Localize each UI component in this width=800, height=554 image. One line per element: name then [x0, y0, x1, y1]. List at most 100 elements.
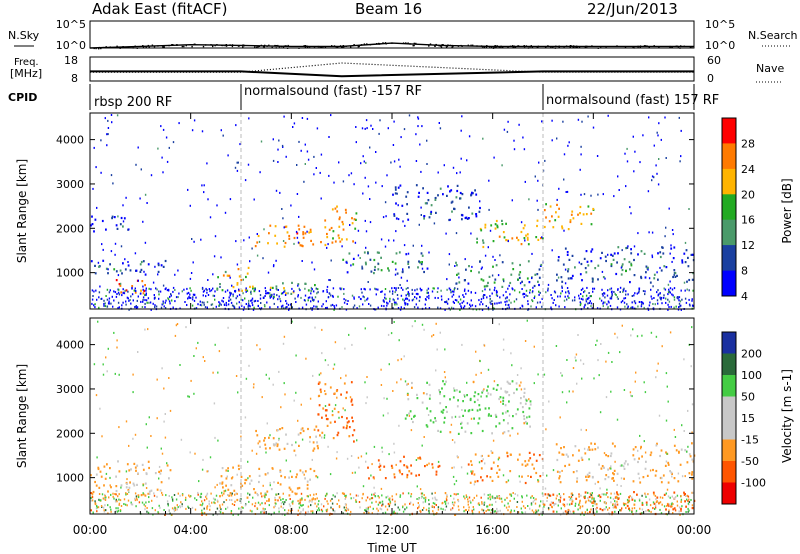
power-cell: [245, 290, 247, 293]
power-cell: [367, 252, 369, 255]
velocity-cell: [240, 475, 243, 478]
velocity-cell: [588, 495, 591, 499]
power-cell: [509, 293, 511, 296]
power-cell: [516, 236, 518, 239]
velocity-cell: [407, 398, 410, 401]
power-cell: [602, 302, 604, 305]
power-cell: [308, 231, 311, 234]
nsky-point: [361, 44, 363, 46]
velocity-cell: [537, 480, 540, 483]
power-cell: [677, 296, 679, 298]
power-cell: [100, 171, 102, 174]
velocity-cell: [673, 491, 676, 494]
power-cell: [341, 238, 343, 241]
velocity-cell: [506, 496, 508, 499]
power-cell: [405, 294, 407, 297]
power-cell: [511, 237, 514, 240]
velocity-cell: [610, 390, 612, 393]
power-cell: [626, 307, 629, 310]
velocity-cell: [384, 511, 387, 514]
velocity-cell: [416, 393, 418, 396]
power-cell: [494, 227, 497, 230]
power-cell: [627, 305, 629, 308]
power-cell: [134, 306, 136, 308]
power-cell: [353, 218, 356, 221]
power-cell: [599, 257, 602, 260]
power-cell: [273, 295, 275, 299]
power-cell: [680, 308, 682, 311]
velocity-cell: [97, 506, 100, 509]
nsky-point: [229, 44, 231, 46]
velocity-cell: [607, 476, 610, 479]
power-cell: [451, 210, 453, 213]
velocity-cell: [391, 498, 394, 501]
velocity-cell: [384, 505, 387, 508]
velocity-cell: [156, 495, 158, 498]
power-cell: [590, 223, 593, 226]
nsky-tick-bottom: 10^0: [56, 39, 86, 52]
nsky-point: [605, 46, 607, 48]
nsky-point: [569, 45, 572, 47]
power-cell: [414, 289, 416, 292]
power-cell: [387, 267, 389, 270]
power-cell: [597, 193, 599, 196]
velocity-cell: [274, 496, 276, 499]
velocity-cell: [502, 348, 505, 351]
velocity-cell: [236, 498, 239, 502]
velocity-cell: [691, 471, 694, 474]
velocity-cell: [304, 514, 306, 516]
power-cell: [296, 193, 299, 195]
power-cell: [92, 295, 94, 297]
power-cell: [488, 208, 490, 211]
velocity-cell: [496, 507, 498, 510]
velocity-cell: [219, 504, 221, 507]
power-cell: [248, 304, 250, 307]
velocity-cell: [224, 489, 227, 492]
power-cell: [506, 130, 509, 133]
velocity-cell: [460, 426, 463, 429]
velocity-cell: [406, 383, 408, 386]
velocity-cell: [454, 501, 456, 504]
velocity-cell: [343, 506, 345, 509]
velocity-cell: [521, 500, 523, 503]
velocity-cell: [298, 486, 301, 490]
power-cell: [451, 295, 453, 298]
velocity-cell: [177, 492, 179, 495]
velocity-cell: [420, 492, 423, 495]
power-cell: [554, 291, 557, 294]
velocity-cell: [225, 499, 228, 501]
power-colorbar-swatch: [722, 245, 736, 271]
velocity-cell: [227, 488, 230, 491]
velocity-cell: [408, 470, 411, 473]
velocity-cell: [134, 433, 137, 436]
velocity-cell: [476, 398, 479, 401]
velocity-cell: [231, 476, 234, 479]
nsky-frame: [89, 20, 695, 49]
velocity-cell: [368, 477, 370, 480]
power-cell: [461, 218, 463, 221]
velocity-cell: [423, 497, 425, 500]
power-cell: [206, 291, 208, 294]
velocity-cell: [278, 370, 280, 373]
velocity-cell: [637, 472, 640, 475]
velocity-cell: [687, 499, 689, 502]
power-cell: [144, 299, 146, 301]
velocity-cell: [494, 497, 496, 500]
power-cell: [470, 194, 472, 197]
velocity-cell: [172, 499, 174, 502]
nsky-point: [109, 46, 111, 48]
power-cell: [319, 171, 321, 174]
velocity-cell: [613, 473, 615, 476]
velocity-cell: [211, 501, 213, 504]
velocity-cell: [407, 492, 410, 495]
power-cell: [219, 302, 221, 305]
nsky-point: [122, 46, 124, 48]
velocity-cell: [330, 506, 332, 509]
velocity-cell: [319, 388, 322, 391]
velocity-cell: [675, 449, 678, 452]
power-cell: [630, 262, 633, 265]
power-cell: [417, 293, 419, 296]
velocity-cell: [598, 494, 601, 497]
power-cell: [523, 148, 526, 151]
